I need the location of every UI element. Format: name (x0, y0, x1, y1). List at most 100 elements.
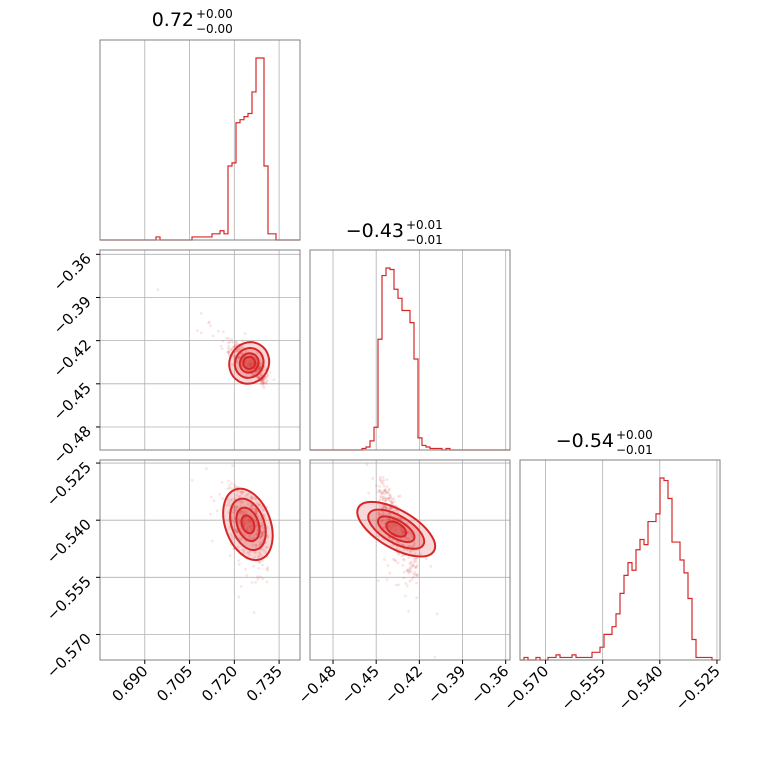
scatter-point (382, 504, 386, 508)
scatter-point (413, 541, 416, 545)
scatter-point (374, 484, 378, 488)
scatter-point (258, 503, 262, 507)
scatter-point (259, 535, 262, 538)
scatter-point (386, 491, 390, 495)
scatter-point (237, 562, 241, 566)
scatter-point (405, 584, 409, 588)
scatter-point (248, 360, 251, 364)
scatter-point (265, 567, 269, 571)
scatter-point (401, 531, 405, 535)
scatter-point (243, 332, 247, 336)
scatter-point (247, 550, 250, 554)
scatter-point (245, 574, 249, 577)
scatter-point (196, 329, 199, 333)
scatter-point (233, 352, 237, 356)
scatter-point (382, 496, 385, 500)
scatter-point (406, 569, 410, 573)
scatter-point (401, 532, 405, 535)
scatter-point (379, 495, 383, 498)
title-minus: −0.00 (196, 22, 233, 36)
scatter-point (204, 467, 208, 471)
scatter-point (254, 498, 258, 501)
scatter-point (241, 490, 244, 494)
scatter-point (266, 373, 270, 377)
scatter-point (226, 497, 230, 501)
x-tick-label: −0.45 (338, 662, 383, 707)
histogram-line-0 (100, 57, 300, 241)
scatter-point (244, 360, 248, 364)
scatter-point (241, 509, 245, 513)
scatter-point (249, 363, 253, 367)
scatter-point (234, 509, 237, 513)
scatter-point (261, 577, 265, 581)
scatter-point (190, 478, 194, 482)
scatter-point (238, 346, 241, 350)
scatter-point (247, 357, 251, 361)
scatter-point (388, 493, 392, 497)
scatter-point (256, 529, 259, 533)
scatter-point (396, 561, 400, 565)
scatter-point (415, 574, 418, 578)
scatter-point (209, 512, 212, 516)
scatter-point (402, 570, 406, 574)
scatter-point (245, 528, 249, 532)
scatter-point (240, 499, 244, 503)
scatter-point (238, 348, 242, 352)
scatter-point (382, 484, 386, 488)
scatter-point (389, 507, 393, 510)
scatter-point (258, 366, 261, 370)
scatter-point (380, 513, 384, 517)
scatter-point (242, 522, 246, 526)
scatter-point (209, 324, 212, 328)
scatter-point (231, 340, 234, 344)
scatter-point (383, 488, 387, 492)
hist-panel-1 (309, 249, 511, 451)
scatter-point (227, 345, 231, 348)
scatter-point (242, 491, 245, 494)
scatter-point (398, 517, 402, 520)
scatter-point (399, 517, 403, 521)
scatter-point (248, 357, 252, 361)
scatter-point (260, 554, 264, 558)
scatter-point (225, 336, 229, 340)
scatter-point (384, 487, 387, 491)
scatter-point (242, 522, 246, 526)
scatter-point (242, 511, 246, 515)
scatter-point (262, 530, 265, 533)
scatter-point (230, 363, 234, 367)
scatter-point (253, 372, 257, 376)
scatter-point (237, 495, 241, 499)
scatter-point (226, 487, 230, 491)
scatter-point (376, 511, 380, 515)
scatter-point (391, 502, 394, 506)
scatter-point (244, 350, 247, 353)
scatter-point (238, 500, 242, 504)
scatter-point (412, 557, 416, 561)
scatter-point (210, 539, 214, 543)
scatter-point (378, 510, 382, 514)
x-tick-label: −0.48 (295, 662, 340, 707)
scatter-point (243, 533, 246, 537)
scatter-point (266, 566, 270, 569)
scatter-point (234, 497, 237, 500)
scatter-point (248, 361, 252, 364)
scatter-point (233, 508, 237, 512)
scatter-point (415, 557, 419, 561)
scatter-point (256, 514, 260, 518)
y-tick-label: −0.39 (50, 293, 95, 338)
y-tick-label: −0.45 (50, 379, 95, 424)
scatter-point (402, 548, 406, 552)
scatter-point (226, 350, 230, 354)
scatter-point (227, 350, 231, 354)
scatter-point (418, 552, 422, 556)
scatter-point (247, 553, 251, 557)
scatter-point (392, 497, 395, 501)
scatter-point (259, 362, 263, 365)
scatter-point (261, 381, 265, 385)
scatter-point (249, 505, 253, 509)
scatter-point (383, 489, 387, 493)
scatter-point (256, 376, 260, 380)
scatter-point (244, 567, 247, 571)
scatter-point (365, 463, 369, 467)
panel-frame (99, 39, 301, 241)
